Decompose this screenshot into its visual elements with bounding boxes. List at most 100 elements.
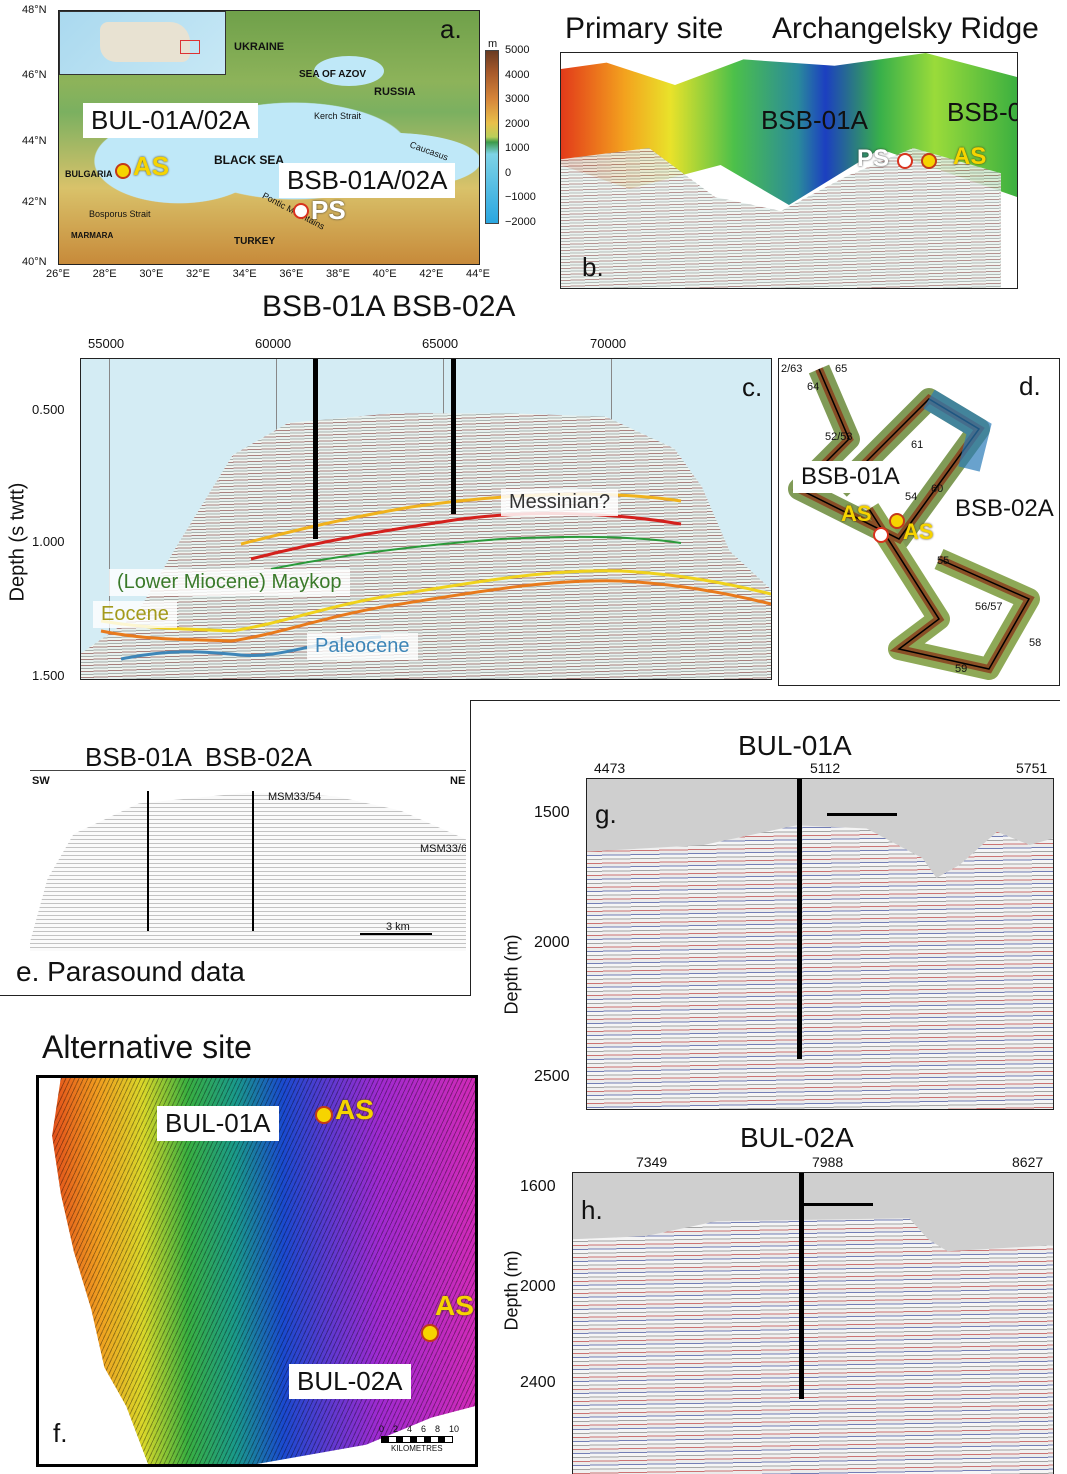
label-bosporus: Bosporus Strait [89,209,151,219]
panel-g-ylabel: Depth (m) [501,934,522,1015]
scale-tick: 10 [449,1424,460,1434]
panel-g-xtick: 4473 [594,760,626,776]
parasound-sw: SW [32,775,50,787]
panel-g-xtick: 5751 [1016,760,1048,776]
colorbar-tick: 3000 [505,93,530,106]
label-bulgaria: BULGARIA [65,169,113,179]
panel-a: UKRAINE SEA OF AZOV RUSSIA Kerch Strait … [0,0,536,290]
panel-b-title-left: Primary site [565,12,724,45]
panel-f-as-1: AS [335,1094,374,1125]
panel-e-caption: e. Parasound data [16,956,245,987]
station-label: 54 [905,491,918,503]
colorbar-tick: 5000 [505,44,530,56]
scale-tick: 4 [407,1424,413,1434]
as-site-marker-b[interactable] [921,153,937,169]
lat-tick: 44°N [22,135,47,147]
panel-h-ytick: 1600 [520,1178,556,1195]
site-label-bsb: BSB-01A/02A [279,163,456,198]
scale-tick: 2 [393,1424,399,1434]
lat-tick: 48°N [22,4,47,16]
label-caucasus: Caucasus [408,139,450,163]
panel-d-as-2: AS [903,519,934,544]
as-site-marker[interactable] [115,163,131,179]
station-label: 52/53 [825,431,853,443]
panel-d-survey [788,364,1040,680]
panel-e-well-2: BSB-02A [205,742,312,772]
horizon-eocene: Eocene [93,601,177,628]
inset-map [59,11,226,75]
scale-tick: 6 [421,1424,427,1434]
parasound-msm54: MSM33/54 [268,791,322,803]
site-label-bul: BUL-01A/02A [83,103,258,138]
panel-h-frame: h. [572,1172,1054,1474]
colorbar-tick: 0 [505,166,512,179]
parasound-frame: SW NE MSM33/54 MSM33/6 3 km [30,770,466,951]
alt-as-marker-2[interactable] [421,1324,439,1342]
label-turkey: TURKEY [234,236,276,247]
panel-h-well: BUL-02A [740,1122,854,1153]
panel-g-ytick: 2500 [534,1068,570,1085]
panel-c-well-2: BSB-02A [392,290,516,323]
lon-tick: 32°E [186,268,210,280]
panel-c-ytick: 0.500 [32,402,65,417]
station-label: 56/57 [975,601,1003,613]
label-marmara: MARMARA [71,231,114,240]
panel-g: BUL-01A 4473 5112 5751 g. Depth (m) 1500… [490,730,1067,1115]
scale-tick: 8 [435,1424,441,1434]
panel-c-xticks: 55000 60000 65000 70000 [80,336,770,354]
panel-d-letter: d. [1019,371,1041,401]
panel-c-xtick: 65000 [422,336,459,351]
panel-d-ps-marker[interactable] [873,527,889,543]
panel-f-bul01: BUL-01A [157,1106,279,1141]
colorbar-unit: m [488,38,498,50]
colorbar-tick: 4000 [505,68,530,81]
arrow-bsb01 [147,791,149,931]
panel-g-ytick: 2000 [534,934,570,951]
lon-tick: 44°E [466,268,490,280]
panel-b-title-right: Archangelsky Ridge [772,12,1039,45]
alt-as-marker-1[interactable] [315,1106,333,1124]
panel-d-as-marker[interactable] [889,513,905,529]
panel-b-bsb02: BSB-02A [947,97,1017,127]
colorbar-tick: −1000 [505,191,536,204]
panel-f-scalebar: 0 2 4 6 8 10 KILOMETRES [379,1424,469,1460]
lat-tick: 42°N [22,196,47,208]
label-ukraine: UKRAINE [234,41,285,53]
horizon-paleocene: Paleocene [307,633,418,660]
panel-d: BSB-01A BSB-02A AS AS 2/63 65 64 52/53 6… [778,358,1060,686]
panel-h-xtick: 8627 [1012,1154,1044,1170]
panel-h-xtick: 7988 [812,1154,844,1170]
label-kerch: Kerch Strait [314,111,362,121]
label-russia: RUSSIA [374,86,416,98]
panel-g-frame: g. [586,778,1054,1110]
panel-b: Primary site Archangelsky Ridge BSB-01A … [540,0,1067,292]
panel-d-as-1: AS [841,501,872,526]
lat-tick: 40°N [22,256,47,268]
panel-h-letter: h. [581,1195,603,1225]
colorbar-ticks: 5000 4000 3000 2000 1000 0 −1000 −2000 [505,44,545,228]
panel-d-bsb01: BSB-01A [793,461,908,493]
parasound-ne: NE [450,775,466,787]
parasound-scale: 3 km [386,921,410,933]
panel-f-title: Alternative site [42,1029,252,1065]
panel-d-bsb02: BSB-02A [955,495,1054,522]
as-label-b: AS [953,143,987,170]
panel-g-letter: g. [595,799,617,829]
ps-site-marker[interactable] [293,203,309,219]
ps-site-marker-b[interactable] [897,153,913,169]
station-label: 65 [835,363,848,375]
panel-h-ytick: 2000 [520,1278,556,1295]
ps-label: PS [311,195,346,225]
panel-a-map: UKRAINE SEA OF AZOV RUSSIA Kerch Strait … [58,10,480,265]
lon-tick: 30°E [139,268,164,280]
panel-c-well-1: BSB-01A [262,290,386,323]
arrow-bsb02 [252,791,254,931]
lon-ticks: 26°E 28°E 30°E 32°E 34°E 36°E 38°E 40°E 42°E 44°E [0,268,500,282]
parasound-msm6: MSM33/6 [420,843,466,855]
station-label: 2/63 [781,363,803,375]
lat-tick: 46°N [22,69,47,81]
panel-c-xtick: 70000 [590,336,627,351]
panel-h-ytick: 2400 [520,1374,556,1391]
station-label: 64 [807,381,820,393]
panel-f-bul02: BUL-02A [289,1364,411,1399]
